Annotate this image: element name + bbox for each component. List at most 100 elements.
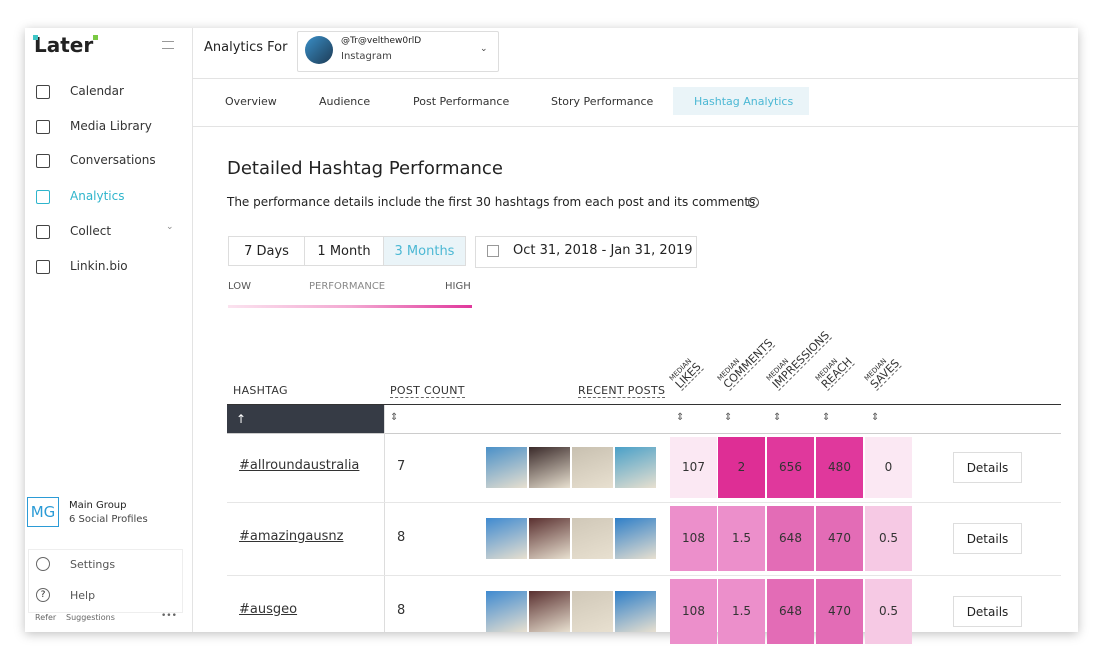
logo: Later bbox=[34, 33, 94, 57]
nav-item[interactable]: Linkin.bio bbox=[70, 259, 128, 273]
tab[interactable]: Post Performance bbox=[413, 95, 510, 108]
footer-nav[interactable]: Help bbox=[70, 589, 96, 602]
nav-icon bbox=[36, 154, 50, 168]
range-button[interactable]: 7 Days bbox=[228, 236, 305, 266]
metric-cell: 480 bbox=[816, 437, 863, 498]
account-select[interactable] bbox=[297, 31, 499, 72]
group-badge: MG bbox=[27, 497, 59, 527]
sort-icon[interactable]: ⇕ bbox=[676, 412, 685, 423]
range-button[interactable]: 3 Months bbox=[383, 236, 466, 266]
sidebar-divider bbox=[192, 28, 193, 632]
post-thumbnail[interactable] bbox=[486, 446, 527, 488]
post-thumbnail[interactable] bbox=[529, 590, 570, 632]
post-thumbnail[interactable] bbox=[486, 517, 527, 559]
nav-icon bbox=[36, 190, 50, 204]
post-thumbnail[interactable] bbox=[529, 446, 570, 488]
row-divider bbox=[227, 575, 1061, 576]
sort-icon[interactable]: ⇕ bbox=[724, 412, 733, 423]
metric-cell: 0.5 bbox=[865, 579, 912, 644]
column-header[interactable]: RECENT POSTS bbox=[578, 384, 666, 398]
column-divider bbox=[384, 405, 385, 632]
more-icon[interactable]: ••• bbox=[161, 611, 177, 621]
nav-item[interactable]: Calendar bbox=[70, 84, 124, 98]
hashtag[interactable]: #ausgeo bbox=[239, 601, 298, 617]
nav-item[interactable]: Analytics bbox=[70, 189, 125, 203]
header-rule bbox=[227, 433, 1061, 434]
column-header: HASHTAG bbox=[233, 384, 288, 397]
metric-cell: 107 bbox=[670, 437, 717, 498]
footer-link[interactable]: Suggestions bbox=[66, 613, 115, 622]
metric-cell: 108 bbox=[670, 506, 717, 571]
post-thumbnail[interactable] bbox=[572, 446, 613, 488]
metric-cell: 648 bbox=[767, 579, 814, 644]
section-title: Detailed Hashtag Performance bbox=[227, 158, 503, 179]
sort-icon[interactable]: ⇕ bbox=[871, 412, 880, 423]
tabs-divider bbox=[193, 126, 1078, 127]
post-count: 8 bbox=[397, 602, 406, 618]
help-icon: ? bbox=[36, 588, 50, 602]
details-button[interactable]: Details bbox=[953, 595, 1022, 627]
active-tab-bg bbox=[673, 87, 809, 115]
metric-cell: 470 bbox=[816, 506, 863, 571]
sort-icon[interactable]: ⇕ bbox=[390, 412, 399, 423]
post-thumbnail[interactable] bbox=[615, 590, 656, 632]
account-platform: Instagram bbox=[341, 51, 392, 62]
date-range: Oct 31, 2018 - Jan 31, 2019 bbox=[513, 243, 693, 258]
legend-gradient bbox=[228, 305, 472, 308]
nav-item[interactable]: Conversations bbox=[70, 153, 156, 167]
post-count: 7 bbox=[397, 458, 406, 474]
range-button[interactable]: 1 Month bbox=[304, 236, 384, 266]
sort-icon[interactable]: ⇕ bbox=[773, 412, 782, 423]
hashtag[interactable]: #allroundaustralia bbox=[239, 457, 360, 473]
nav-item[interactable]: Media Library bbox=[70, 119, 152, 133]
header-divider bbox=[193, 78, 1078, 79]
tab[interactable]: Story Performance bbox=[551, 95, 654, 108]
nav-icon bbox=[36, 225, 50, 239]
column-header[interactable]: POST COUNT bbox=[390, 384, 465, 398]
info-icon[interactable]: ? bbox=[748, 197, 759, 208]
row-divider bbox=[227, 502, 1061, 503]
metric-cell: 656 bbox=[767, 437, 814, 498]
post-thumbnail[interactable] bbox=[486, 590, 527, 632]
nav-icon bbox=[36, 85, 50, 99]
group-profiles: 6 Social Profiles bbox=[69, 514, 148, 525]
metric-cell: 648 bbox=[767, 506, 814, 571]
section-description: The performance details include the firs… bbox=[227, 195, 760, 209]
metric-cell: 0.5 bbox=[865, 506, 912, 571]
post-thumbnail[interactable] bbox=[529, 517, 570, 559]
details-button[interactable]: Details bbox=[953, 451, 1022, 483]
group-name: Main Group bbox=[69, 500, 127, 511]
footer-nav[interactable]: Settings bbox=[70, 558, 116, 571]
footer-box bbox=[28, 549, 183, 613]
post-thumbnail[interactable] bbox=[615, 517, 656, 559]
nav-icon bbox=[36, 120, 50, 134]
post-count: 8 bbox=[397, 529, 406, 545]
hashtag[interactable]: #amazingausnz bbox=[239, 528, 344, 544]
header-rule bbox=[227, 404, 1061, 405]
nav-icon bbox=[36, 260, 50, 274]
legend-label: LOW bbox=[228, 281, 251, 292]
menu-icon[interactable] bbox=[162, 41, 174, 49]
metric-cell: 470 bbox=[816, 579, 863, 644]
legend-label: PERFORMANCE bbox=[309, 281, 386, 292]
metric-cell: 0 bbox=[865, 437, 912, 498]
details-button[interactable]: Details bbox=[953, 522, 1022, 554]
post-thumbnail[interactable] bbox=[615, 446, 656, 488]
post-thumbnail[interactable] bbox=[572, 590, 613, 632]
date-picker[interactable] bbox=[475, 236, 697, 268]
tab[interactable]: Hashtag Analytics bbox=[694, 95, 794, 108]
avatar bbox=[305, 36, 333, 64]
nav-chevron: ⌄ bbox=[166, 222, 174, 232]
tab[interactable]: Audience bbox=[319, 95, 371, 108]
logo-accent bbox=[93, 35, 98, 40]
sort-icon[interactable]: ⇕ bbox=[822, 412, 831, 423]
metric-cell: 2 bbox=[718, 437, 765, 498]
post-thumbnail[interactable] bbox=[572, 517, 613, 559]
calendar-icon bbox=[487, 245, 499, 257]
legend-label: HIGH bbox=[445, 281, 471, 292]
sort-active[interactable]: ↑ bbox=[227, 405, 384, 433]
nav-item[interactable]: Collect bbox=[70, 224, 112, 238]
footer-link[interactable]: Refer bbox=[35, 613, 57, 622]
tab[interactable]: Overview bbox=[225, 95, 277, 108]
